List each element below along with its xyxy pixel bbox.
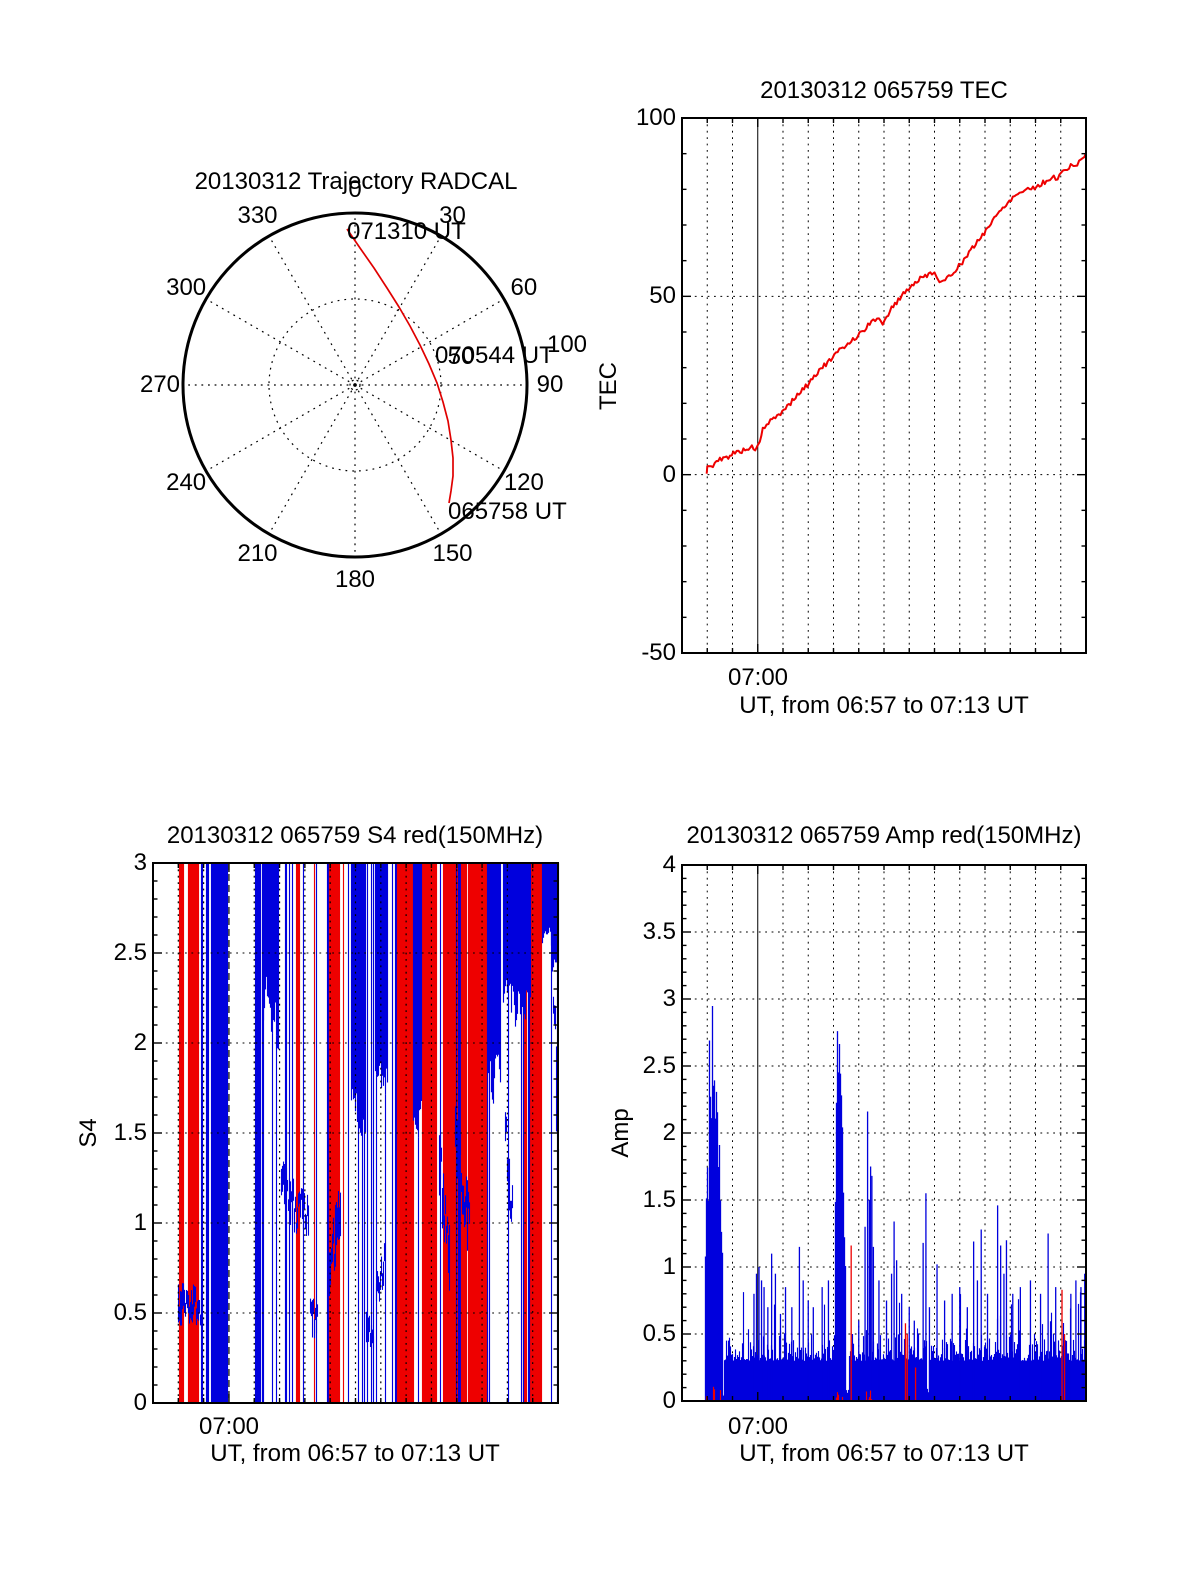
- tick-label: 330: [237, 202, 278, 230]
- trajectory-time-annotation: 065758 UT: [448, 498, 567, 525]
- tick-label: 240: [166, 468, 207, 496]
- tick-label: 2.5: [642, 1052, 676, 1079]
- tick-label: 2: [662, 1119, 676, 1146]
- tick-label: 50: [447, 343, 475, 370]
- trajectory-plot: [181, 211, 529, 559]
- tick-label: 1: [662, 1253, 676, 1280]
- tec-xtick-label: 07:00: [727, 664, 789, 691]
- tick-label: 3: [133, 849, 147, 876]
- tick-label: 0: [133, 1389, 147, 1416]
- tick-label: 120: [503, 468, 544, 496]
- amp-frame: [681, 864, 1087, 1402]
- tick-label: 4: [662, 851, 676, 878]
- tick-label: 60: [510, 273, 538, 301]
- tick-label: 300: [166, 273, 207, 301]
- s4-frame: [152, 862, 559, 1404]
- trajectory-time-annotation: 070544 UT: [435, 342, 554, 369]
- tick-label: -50: [641, 639, 676, 666]
- s4-title: 20130312 065759 S4 red(150MHz): [166, 822, 544, 849]
- tick-label: 100: [635, 104, 676, 131]
- tick-label: 2: [133, 1029, 147, 1056]
- tick-label: 50: [649, 282, 676, 310]
- s4-plot: [177, 863, 560, 1403]
- tick-label: 0: [348, 176, 362, 203]
- tick-label: 2.5: [113, 939, 147, 966]
- tick-label: 1.5: [113, 1119, 147, 1146]
- tick-label: 0.5: [113, 1299, 147, 1326]
- trajectory-time-annotation: 071310 UT: [347, 218, 466, 245]
- tick-label: 270: [139, 371, 181, 398]
- tick-label: 90: [536, 371, 564, 398]
- trajectory-title: 20130312 Trajectory RADCAL: [194, 168, 518, 195]
- tick-label: 30: [439, 202, 466, 230]
- tick-label: 0.5: [642, 1320, 676, 1347]
- tick-label: 100: [546, 331, 588, 358]
- tick-label: 3: [662, 985, 676, 1012]
- tick-label: 0: [662, 1387, 676, 1414]
- tick-label: 150: [432, 539, 473, 567]
- tec-frame: [681, 117, 1087, 654]
- amp-title: 20130312 065759 Amp red(150MHz): [686, 822, 1082, 849]
- tec-ylabel: TEC: [595, 362, 622, 410]
- amp-xlabel: UT, from 06:57 to 07:13 UT: [739, 1440, 1029, 1467]
- s4-xtick-label: 07:00: [198, 1413, 260, 1440]
- amp-xtick-label: 07:00: [727, 1413, 789, 1440]
- tick-label: 180: [334, 566, 376, 593]
- tec-series-line: [705, 152, 1087, 474]
- tec-title: 20130312 065759 TEC: [760, 77, 1008, 104]
- tick-label: 0: [662, 460, 676, 488]
- tick-label: 3.5: [642, 918, 676, 945]
- tick-label: 1.5: [642, 1186, 676, 1213]
- trajectory-path: [346, 228, 454, 504]
- tick-label: 1: [133, 1209, 147, 1236]
- amp-plot: [682, 865, 1087, 1401]
- tec-xlabel: UT, from 06:57 to 07:13 UT: [739, 692, 1029, 719]
- s4-xlabel: UT, from 06:57 to 07:13 UT: [210, 1440, 500, 1467]
- tec-plot: [682, 118, 1087, 653]
- tick-label: 210: [237, 539, 278, 567]
- polar-outer-circle: [181, 211, 529, 559]
